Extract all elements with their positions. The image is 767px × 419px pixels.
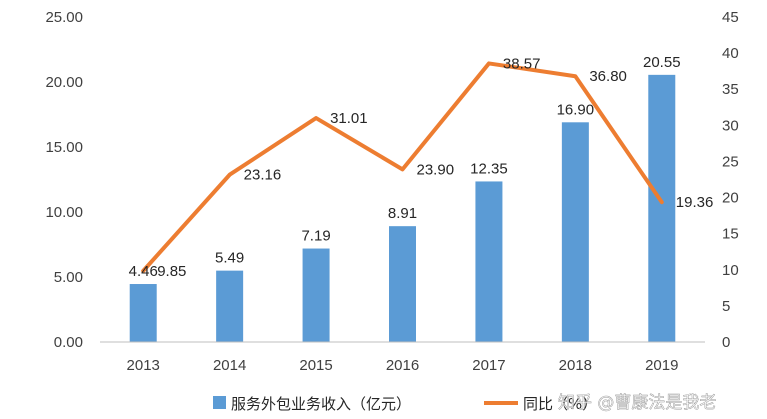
bar-data-label: 20.55 [643,54,681,71]
right-tick-label: 20 [722,190,739,207]
left-tick-label: 10.00 [45,204,83,221]
bar-data-labels: 4.46 5.49 7.19 8.91 12.35 16.90 20.55 [129,54,681,280]
line-data-labels: 9.85 23.16 31.01 23.90 38.57 36.80 19.36 [157,55,713,279]
bar-data-label: 7.19 [301,228,330,245]
legend-label-bar: 服务外包业务收入（亿元） [231,395,411,413]
bar [561,122,589,342]
line-data-label: 38.57 [503,55,541,72]
legend: 服务外包业务收入（亿元） 同比（%） [213,395,597,413]
line-series [141,61,664,273]
right-tick-label: 30 [722,117,739,134]
left-tick-label: 0.00 [54,334,83,351]
right-tick-label: 15 [722,226,739,243]
left-tick-label: 5.00 [54,269,83,286]
bar-data-label: 4.46 [129,263,158,280]
x-tick-label: 2015 [299,357,332,374]
right-tick-label: 5 [722,298,730,315]
bar [129,284,157,342]
bar [389,226,416,342]
watermark: 知乎 @曹康法是我老 [558,393,716,413]
bar-data-label: 16.90 [557,101,595,118]
line-data-label: 36.80 [589,68,627,85]
bar [302,248,330,342]
line-data-label: 19.36 [676,194,714,211]
bar-data-label: 8.91 [388,205,417,222]
right-axis-ticks: 0 5 10 15 20 25 30 35 40 45 [722,9,739,351]
x-axis-ticks: 2013 2014 2015 2016 2017 2018 2019 [127,357,679,374]
left-tick-label: 15.00 [45,139,83,156]
bar [216,270,244,342]
right-tick-label: 25 [722,153,739,170]
x-tick-label: 2013 [127,357,160,374]
right-tick-label: 35 [722,81,739,98]
line-data-label: 9.85 [157,263,186,280]
bar-data-label: 5.49 [215,250,244,267]
left-tick-label: 25.00 [45,9,83,26]
left-tick-label: 20.00 [45,74,83,91]
x-tick-label: 2017 [472,357,505,374]
bar [648,74,676,342]
bar-series [129,74,676,342]
bar-data-label: 12.35 [470,160,508,177]
bar [475,181,503,342]
x-tick-label: 2016 [386,357,419,374]
legend-label-line: 同比（%） [523,395,597,413]
left-axis-ticks: 0.00 5.00 10.00 15.00 20.00 25.00 [45,9,83,351]
x-tick-label: 2019 [645,357,678,374]
x-tick-label: 2018 [559,357,592,374]
line-data-label: 23.90 [417,161,455,178]
right-tick-label: 10 [722,262,739,279]
line-data-label: 23.16 [244,167,282,184]
legend-swatch-bar [213,396,226,409]
right-tick-label: 0 [722,334,730,351]
x-tick-label: 2014 [213,357,246,374]
right-tick-label: 40 [722,45,739,62]
right-tick-label: 45 [722,9,739,26]
line-data-label: 31.01 [330,110,368,127]
